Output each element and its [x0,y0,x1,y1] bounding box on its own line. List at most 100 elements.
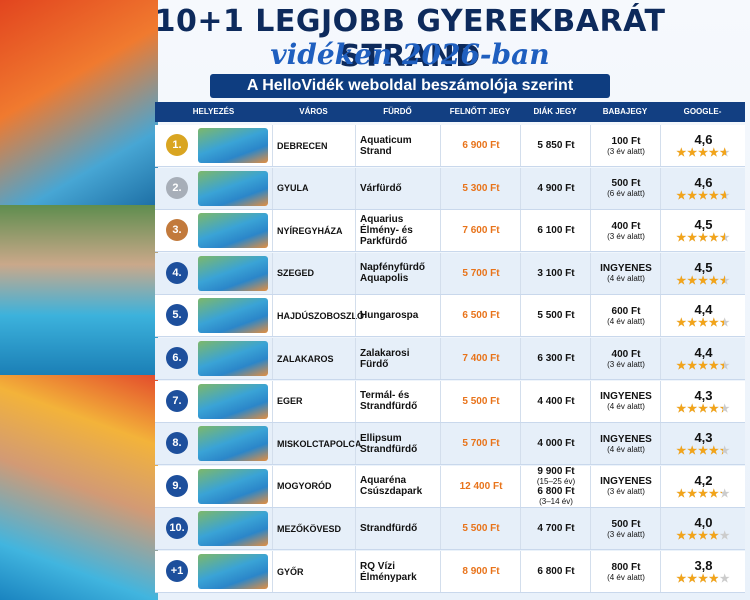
cell: 400 Ft (3 év alatt) [590,210,661,252]
cell: 5 300 Ft [440,167,521,209]
rank-badge: +1 [166,560,188,582]
stars-bg: ★★★★★★★★★★ [676,232,731,245]
bath: Aquaréna Csúszdapark [360,475,423,498]
adult-price: 5 300 Ft [462,182,500,194]
baby-price: 400 Ft [611,220,641,232]
city: GYŐR [277,566,304,577]
bath: Aquaticum Strand [360,134,412,157]
cell: 4,5★★★★★★★★★★ [660,252,746,294]
cell: GYŐR [272,551,356,592]
student-price: 4 700 Ft [537,523,575,535]
baby-price: INGYENES [600,391,652,403]
table-row: 10. MEZŐKÖVESD Strandfürdő 5 500 Ft 4 700 Ft… [155,508,746,551]
student-price: 9 900 Ft [537,466,575,478]
stars-bg: ★★★★★★★★★★ [676,487,731,500]
cell: 3,8★★★★★★★★★★ [660,551,746,592]
cell: 500 Ft (6 év alatt) [590,167,661,209]
rating: 4,4 [694,302,713,318]
cell: 3. [155,210,272,251]
cell: 4,2★★★★★★★★★★ [660,465,746,507]
cell: 4,6 ★★★★★ ★★★★★ [660,125,746,166]
cell: 100 Ft (3 év alatt) [590,125,661,166]
cell: 5 850 Ft [520,125,591,166]
cell: 4,3★★★★★★★★★★ [660,380,746,422]
adult-price: 12 400 Ft [459,480,503,492]
cell: MEZŐKÖVESD [272,508,356,550]
cell: 1. [155,125,272,166]
city: DEBRECEN [277,140,328,151]
cell: 5 700 Ft [440,423,521,465]
student-price: 6 300 Ft [537,353,575,364]
cell: 800 Ft (4 év alatt) [590,551,661,592]
bath: Ellipsum Strandfürdő [360,432,418,455]
cell: 6 500 Ft [440,295,521,337]
cell: GYULA [272,167,356,209]
cell: INGYENES (4 év alatt) [590,423,661,465]
rank-badge: 5. [166,304,188,327]
student-price: 4 000 Ft [537,438,575,450]
cell: 4 400 Ft [520,380,591,422]
adult-price: 7 600 Ft [462,225,500,237]
table-row: 4. SZEGED Napfényfürdő Aquapolis 5 700 Ft 3 … [155,252,746,295]
city: ZALAKAROS [277,353,334,364]
adult-price: 6 500 Ft [462,310,500,322]
thumbnail [198,213,268,249]
cell: 8. [155,423,272,464]
column-header: FELNŐTT JEGY [440,102,520,122]
student-price: (3–14 év) [539,497,573,507]
cell: 500 Ft (3 év alatt) [590,508,661,550]
adult-price: 6 900 Ft [462,140,500,151]
cell: 4,0★★★★★★★★★★ [660,508,746,550]
baby-price: (3 év alatt) [607,529,645,539]
thumbnail [198,554,268,589]
cell: 6 800 Ft [520,551,591,592]
cell: 4,6 ★★★★★ ★★★★★ [660,167,746,209]
cell: 6. [155,338,272,379]
cell: 4,3★★★★★★★★★★ [660,423,746,465]
rating: 4,6 [694,132,713,147]
cell: Napfényfürdő Aquapolis [355,252,441,294]
photo-slide [0,0,158,205]
rating: 4,0 [694,515,713,531]
stars: ★★★★★ [676,573,718,585]
cell: Termál- és Strandfürdő [355,380,441,422]
thumbnail [198,298,268,334]
stars: ★★★★★ [676,189,727,202]
rating: 4,3 [694,387,713,403]
cell: DEBRECEN [272,125,356,166]
cell: MISKOLCTAPOLCA [272,423,361,465]
student-price: 4 400 Ft [537,395,575,407]
cell: 4 000 Ft [520,423,591,465]
student-price: 5 500 Ft [537,310,575,322]
cell: 8 900 Ft [440,551,521,592]
rating: 4,4 [694,345,713,360]
cell: INGYENES (4 év alatt) [590,252,661,294]
stars-bg: ★★★★★★★★★★ [676,189,731,202]
bath: RQ Vízi Élménypark [360,560,417,583]
cell: EGER [272,380,356,422]
rank-badge: 6. [166,347,188,369]
baby-price: INGYENES [600,476,652,488]
baby-price: INGYENES [600,433,652,445]
baby-price: (4 év alatt) [607,402,645,412]
cell: Aquaréna Csúszdapark [355,465,441,507]
subtitle: vidéken 2026-ban [270,38,550,71]
stars-bg: ★★★★★★★★★★ [676,402,731,415]
cell: 6 100 Ft [520,210,591,252]
cell: NYÍREGYHÁZA [272,210,356,252]
table-row: 2. GYULA Várfürdő 5 300 Ft 4 900 Ft 500 Ft (6 … [155,167,746,210]
adult-price: 5 700 Ft [462,267,500,279]
cell: 400 Ft (3 év alatt) [590,338,661,379]
title: 10+1 LEGJOBB GYEREKBARÁT STRAND [154,4,666,74]
cell: Ellipsum Strandfürdő [355,423,441,465]
stars: ★★★★★ [676,530,720,543]
bath: Hungarospa [360,310,419,322]
cell: 4,5★★★★★★★★★★ [660,210,746,252]
rating: 4,5 [694,217,713,233]
cell: 4,4★★★★★★★★★★ [660,295,746,337]
rank-badge: 2. [166,176,188,199]
baby-price: (3 év alatt) [607,487,645,497]
adult-price: 5 700 Ft [462,438,500,450]
cell: HAJDÚSZOBOSZLÓ [272,295,364,337]
cell: 4. [155,253,272,294]
